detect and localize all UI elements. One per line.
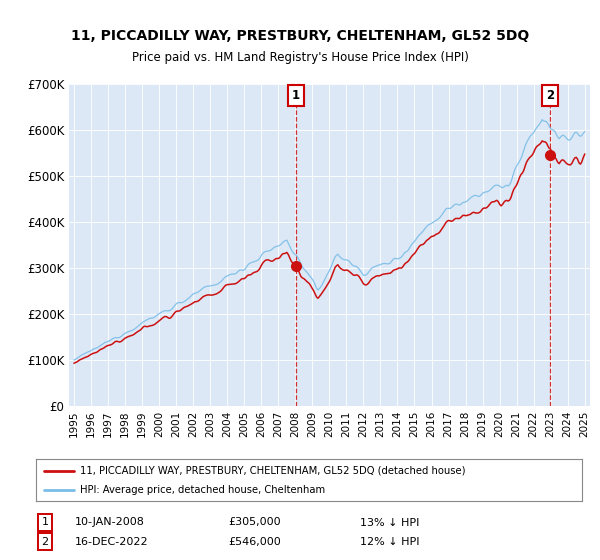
Text: 16-DEC-2022: 16-DEC-2022 (75, 536, 149, 547)
Text: Price paid vs. HM Land Registry's House Price Index (HPI): Price paid vs. HM Land Registry's House … (131, 50, 469, 64)
Text: HPI: Average price, detached house, Cheltenham: HPI: Average price, detached house, Chel… (80, 485, 325, 495)
Text: 12% ↓ HPI: 12% ↓ HPI (360, 536, 419, 547)
Text: 11, PICCADILLY WAY, PRESTBURY, CHELTENHAM, GL52 5DQ: 11, PICCADILLY WAY, PRESTBURY, CHELTENHA… (71, 29, 529, 44)
Text: £546,000: £546,000 (228, 536, 281, 547)
Text: 13% ↓ HPI: 13% ↓ HPI (360, 517, 419, 528)
Text: 1: 1 (41, 517, 49, 528)
Text: £305,000: £305,000 (228, 517, 281, 528)
Text: 11, PICCADILLY WAY, PRESTBURY, CHELTENHAM, GL52 5DQ (detached house): 11, PICCADILLY WAY, PRESTBURY, CHELTENHA… (80, 465, 465, 475)
Text: 2: 2 (41, 536, 49, 547)
Text: 1: 1 (292, 89, 300, 102)
Text: 10-JAN-2008: 10-JAN-2008 (75, 517, 145, 528)
Text: 2: 2 (546, 89, 554, 102)
